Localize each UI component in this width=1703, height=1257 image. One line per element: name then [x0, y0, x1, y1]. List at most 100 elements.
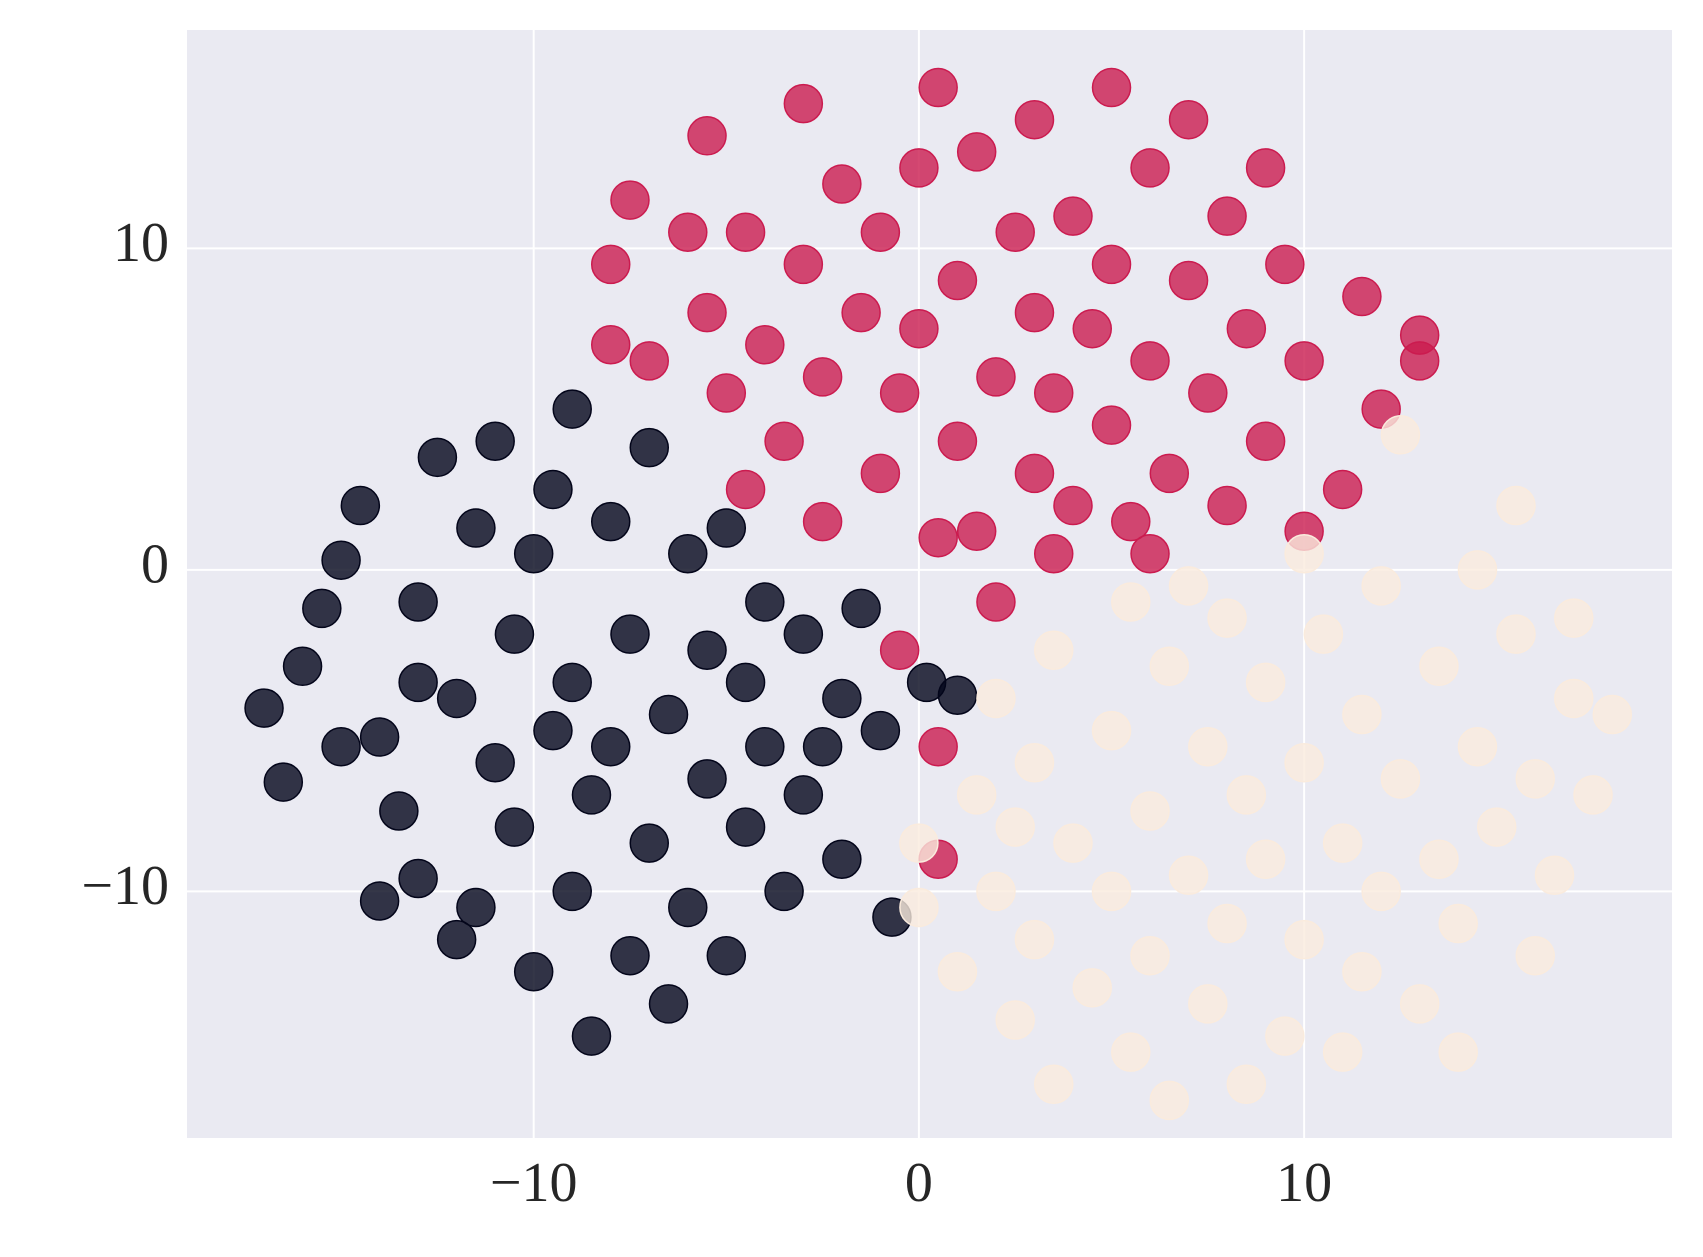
point [1554, 598, 1594, 638]
point [995, 212, 1035, 252]
point [1168, 855, 1209, 896]
point [1072, 308, 1113, 349]
point [513, 952, 554, 992]
point [802, 357, 843, 397]
point [841, 588, 881, 629]
point [1342, 694, 1382, 735]
point [590, 244, 631, 285]
point [668, 534, 708, 574]
point [1168, 99, 1209, 140]
point [802, 501, 843, 542]
point [725, 662, 766, 703]
point [1149, 646, 1190, 687]
point [1168, 260, 1209, 301]
point [629, 341, 670, 381]
point [590, 501, 631, 542]
point [822, 839, 862, 879]
point [1515, 935, 1555, 976]
point [610, 614, 650, 654]
point [590, 726, 631, 767]
point [899, 887, 939, 928]
point [552, 871, 592, 912]
point [1168, 566, 1209, 606]
point [1342, 276, 1382, 317]
point [976, 871, 1016, 912]
point [1053, 196, 1093, 236]
point [629, 823, 670, 863]
point [1284, 341, 1324, 381]
point [899, 308, 939, 349]
point [1130, 148, 1170, 188]
point [1091, 405, 1132, 445]
point [899, 823, 939, 863]
point [533, 469, 573, 510]
point [513, 534, 554, 574]
point [1284, 534, 1324, 574]
point [1284, 743, 1324, 783]
point [436, 678, 477, 719]
point [1111, 582, 1151, 622]
point [1592, 694, 1633, 735]
point [1419, 839, 1459, 879]
point [1284, 919, 1324, 960]
point [764, 421, 804, 461]
point [1072, 968, 1113, 1008]
point [629, 427, 670, 468]
point [1226, 775, 1267, 815]
point [436, 919, 477, 960]
point [937, 675, 978, 716]
point [417, 437, 458, 478]
point [976, 357, 1016, 397]
point [379, 791, 419, 831]
point [995, 1000, 1035, 1040]
point [475, 421, 515, 461]
point [937, 421, 978, 461]
point [494, 807, 535, 847]
point [706, 373, 747, 413]
point [1091, 67, 1132, 108]
point [1245, 421, 1286, 461]
point [456, 508, 496, 548]
point [956, 132, 997, 172]
point [1438, 903, 1478, 944]
point [1130, 341, 1170, 381]
point [1091, 871, 1132, 912]
point [668, 887, 708, 928]
point [302, 588, 342, 629]
points [244, 67, 1633, 1121]
point [1419, 646, 1459, 687]
point [1496, 614, 1536, 654]
point [475, 743, 515, 783]
point [1322, 1032, 1363, 1072]
point [860, 453, 901, 494]
point [745, 582, 785, 622]
point [976, 678, 1016, 719]
point [1111, 1032, 1151, 1072]
point [340, 485, 381, 526]
point [1207, 196, 1247, 236]
point [1303, 614, 1344, 654]
point [725, 212, 766, 252]
point [571, 775, 612, 815]
point [918, 67, 958, 108]
point [668, 212, 708, 252]
point [1188, 726, 1228, 767]
point [648, 694, 689, 735]
point [1149, 453, 1190, 494]
point [841, 292, 881, 333]
point [1457, 550, 1498, 590]
point [1033, 1064, 1074, 1105]
point [745, 325, 785, 365]
point [1111, 501, 1151, 542]
point [1033, 373, 1074, 413]
point [1188, 373, 1228, 413]
point [860, 212, 901, 252]
point [244, 688, 284, 728]
point [1361, 871, 1401, 912]
point [783, 83, 824, 124]
point [918, 517, 958, 558]
point [398, 858, 438, 899]
point [533, 710, 573, 751]
